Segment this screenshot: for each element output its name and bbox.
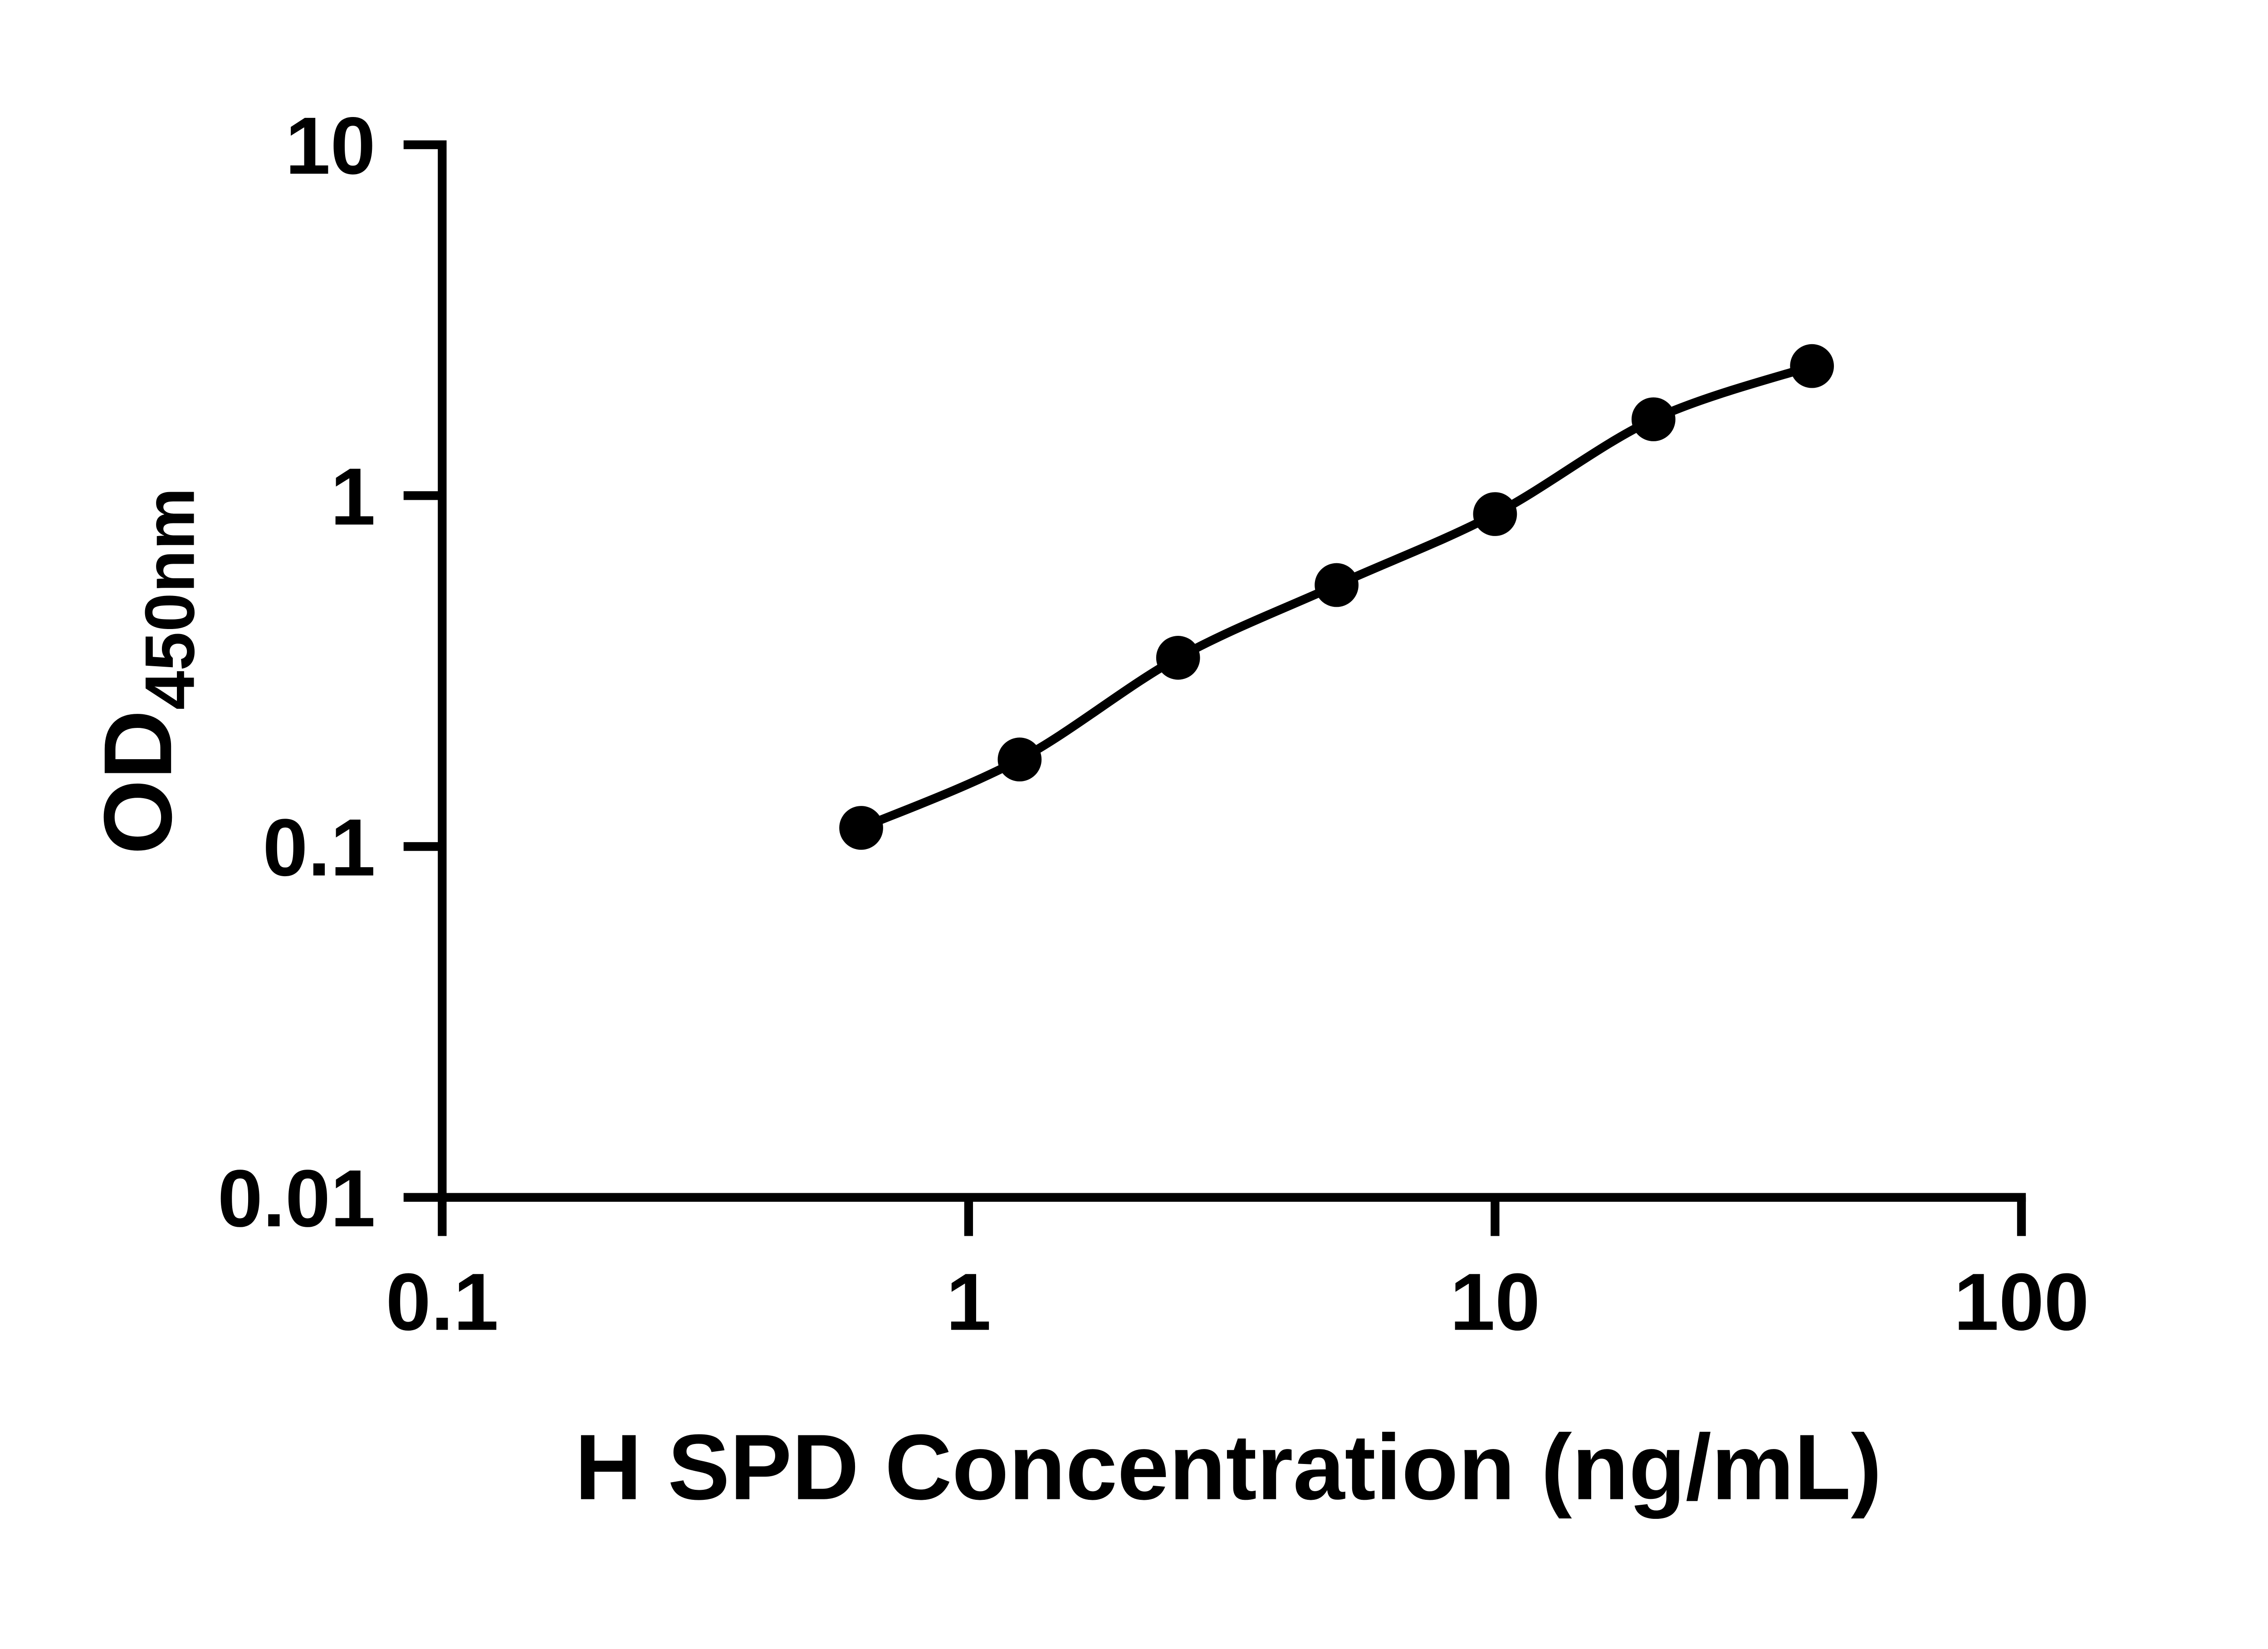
y-axis-title-subscript: 450nm bbox=[130, 488, 209, 710]
x-axis-title: H SPD Concentration (ng/mL) bbox=[575, 1415, 1882, 1519]
y-tick-label: 1 bbox=[330, 451, 376, 542]
data-point bbox=[1790, 344, 1834, 388]
x-tick-label: 10 bbox=[1450, 1256, 1540, 1347]
y-axis-title: OD450nm bbox=[84, 488, 209, 854]
data-point bbox=[1631, 397, 1676, 441]
y-tick-label: 10 bbox=[285, 100, 376, 191]
data-point bbox=[1473, 492, 1517, 536]
x-tick-label: 100 bbox=[1954, 1256, 2089, 1347]
y-tick-label: 0.1 bbox=[263, 802, 376, 893]
y-tick-label: 0.01 bbox=[218, 1153, 376, 1244]
x-tick-label: 1 bbox=[946, 1256, 992, 1347]
data-point bbox=[997, 737, 1042, 782]
y-axis-title-main: OD bbox=[84, 710, 192, 854]
data-point bbox=[1156, 636, 1200, 680]
x-tick-label: 0.1 bbox=[386, 1256, 499, 1347]
data-point bbox=[839, 806, 883, 850]
chart-container: 0.1 1 10 100 10 1 0.1 0.01 H SPD Concentration (… bbox=[84, 100, 2089, 1519]
data-point bbox=[1315, 563, 1359, 607]
